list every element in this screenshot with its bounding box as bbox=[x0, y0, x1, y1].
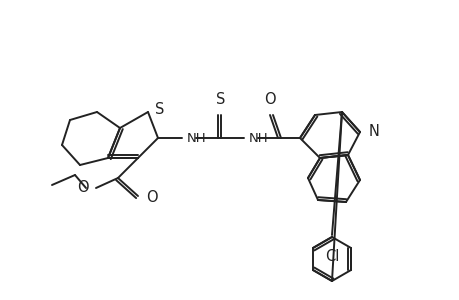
Text: O: O bbox=[77, 181, 89, 196]
Text: O: O bbox=[263, 92, 275, 107]
Text: NH: NH bbox=[248, 131, 268, 145]
Text: Cl: Cl bbox=[324, 249, 338, 264]
Text: S: S bbox=[155, 103, 164, 118]
Text: N: N bbox=[368, 124, 379, 140]
Text: O: O bbox=[146, 190, 157, 206]
Text: S: S bbox=[216, 92, 225, 107]
Text: NH: NH bbox=[187, 131, 206, 145]
